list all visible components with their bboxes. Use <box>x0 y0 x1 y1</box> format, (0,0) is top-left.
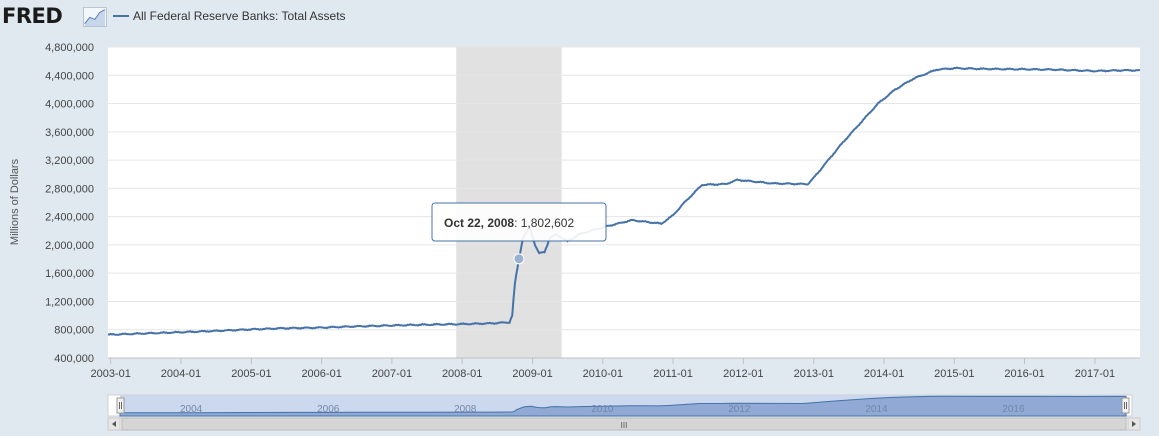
scrollbar-thumb[interactable] <box>121 417 1127 431</box>
x-tick-label: 2006-01 <box>301 368 341 380</box>
navigator-year-label: 2008 <box>454 404 477 415</box>
line-chart[interactable]: 400,000 800,000 1,200,000 1,600,000 2,000,00… <box>0 0 1159 392</box>
chart-header: FRED All Federal Reserve Banks: Total As… <box>0 0 1159 34</box>
grid-lines <box>108 46 1140 331</box>
plot-area <box>108 47 1140 358</box>
tooltip: Oct 22, 2008: 1,802,602 <box>431 202 607 242</box>
tooltip-date: Oct 22, 2008 <box>444 216 514 230</box>
navigator-year-label: 2012 <box>728 404 751 415</box>
navigator-year-labels: 2004 2006 2008 2010 2012 2014 2016 <box>180 404 1025 415</box>
y-tick-label: 2,000,000 <box>45 240 94 252</box>
x-tick-label: 2007-01 <box>372 368 412 380</box>
arrow-left-icon[interactable] <box>107 417 121 431</box>
x-tick-label: 2009-01 <box>512 368 552 380</box>
x-tick-label: 2010-01 <box>583 368 623 380</box>
arrow-right-icon[interactable] <box>1127 417 1141 431</box>
y-tick-label: 4,400,000 <box>45 70 94 82</box>
navigator-right-handle[interactable] <box>1121 397 1130 414</box>
y-axis-title: Millions of Dollars <box>9 158 21 245</box>
x-tick-label: 2016-01 <box>1004 368 1044 380</box>
y-tick-label: 4,000,000 <box>45 99 94 111</box>
y-tick-label: 800,000 <box>54 325 94 337</box>
navigator-year-label: 2004 <box>180 404 203 415</box>
navigator-year-label: 2010 <box>591 404 614 415</box>
x-tick-label: 2005-01 <box>231 368 271 380</box>
svg-text:Oct 22, 2008: 1,802,602: Oct 22, 2008: 1,802,602 <box>444 216 574 230</box>
tooltip-separator: : <box>514 216 521 230</box>
chart-legend[interactable]: All Federal Reserve Banks: Total Assets <box>113 9 346 23</box>
x-tick-label: 2017-01 <box>1075 368 1115 380</box>
x-tick-label: 2011-01 <box>653 368 693 380</box>
x-tick-label: 2008-01 <box>442 368 482 380</box>
y-tick-label: 4,800,000 <box>45 42 94 54</box>
navigator-year-label: 2014 <box>865 404 888 415</box>
x-axis-tick-labels: 2003-01 2004-01 2005-01 2006-01 2007-01 2008-… <box>91 368 1116 380</box>
y-tick-label: 3,200,000 <box>45 155 94 167</box>
legend-series-swatch <box>113 15 129 17</box>
fred-logo[interactable]: FRED <box>2 4 63 28</box>
y-tick-label: 1,200,000 <box>45 296 94 308</box>
navigator-year-label: 2006 <box>317 404 340 415</box>
x-axis-tick-marks <box>110 358 1096 364</box>
y-tick-label: 3,600,000 <box>45 127 94 139</box>
scrollbar-grip[interactable]: III <box>621 421 628 430</box>
x-tick-label: 2003-01 <box>91 368 131 380</box>
y-tick-label: 1,600,000 <box>45 268 94 280</box>
rising-line-chart-icon <box>83 7 107 27</box>
navigator-left-handle[interactable] <box>116 397 125 414</box>
tooltip-marker <box>513 253 525 265</box>
navigator-year-label: 2016 <box>1002 404 1025 415</box>
x-tick-label: 2013-01 <box>794 368 834 380</box>
series-line-total-assets[interactable] <box>107 66 1141 336</box>
y-axis-tick-labels: 400,000 800,000 1,200,000 1,600,000 2,000,00… <box>45 42 94 365</box>
y-tick-label: 2,400,000 <box>45 212 94 224</box>
x-tick-label: 2015-01 <box>934 368 974 380</box>
y-tick-label: 400,000 <box>54 353 94 365</box>
tooltip-value: 1,802,602 <box>521 216 575 230</box>
x-tick-label: 2004-01 <box>161 368 201 380</box>
navigator-series-area <box>119 395 1127 417</box>
y-tick-label: 2,800,000 <box>45 183 94 195</box>
x-tick-label: 2012-01 <box>723 368 763 380</box>
x-tick-label: 2014-01 <box>864 368 904 380</box>
legend-series-label: All Federal Reserve Banks: Total Assets <box>133 9 346 23</box>
